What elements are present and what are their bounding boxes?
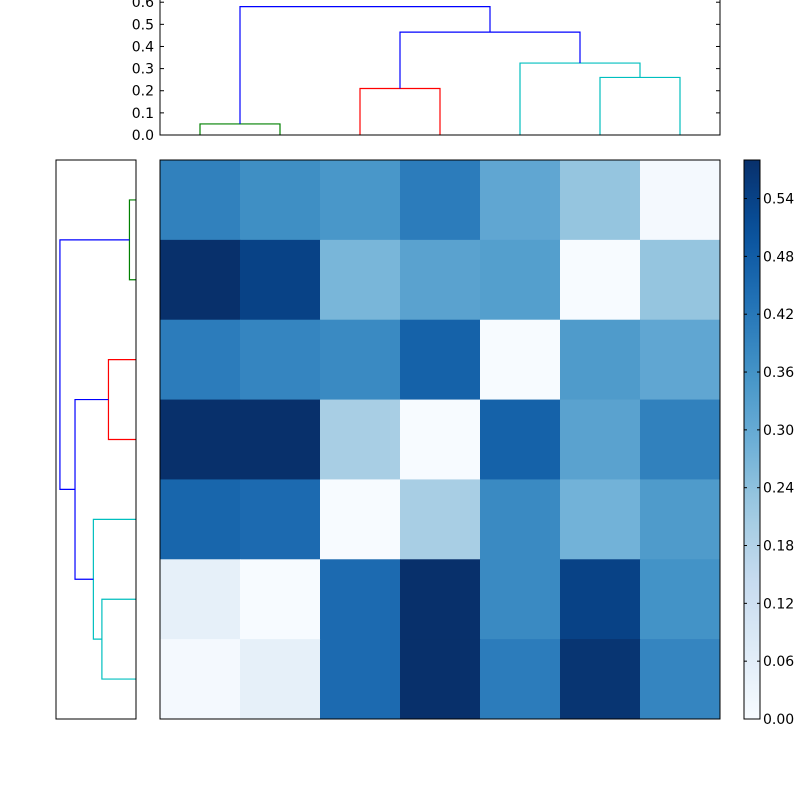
colorbar-tick-label: 0.24 xyxy=(763,481,794,497)
heatmap-cell xyxy=(240,399,321,480)
colorbar-tick-label: 0.30 xyxy=(763,423,794,439)
left-dendrogram-link xyxy=(59,239,130,491)
heatmap-cell xyxy=(160,399,241,480)
colorbar-tick-label: 0.12 xyxy=(763,596,794,612)
heatmap-cell xyxy=(400,239,481,321)
heatmap-cell xyxy=(320,559,401,640)
heatmap-cell xyxy=(480,239,561,321)
colorbar-tick-label: 0.18 xyxy=(763,539,794,555)
heatmap-cell xyxy=(640,239,721,321)
heatmap-cell xyxy=(640,479,721,560)
colorbar-frame xyxy=(743,159,761,720)
heatmap-cell xyxy=(400,399,481,480)
left-dendrogram-link xyxy=(128,199,136,281)
heatmap-cell xyxy=(240,559,321,640)
left-dendrogram-link xyxy=(92,518,136,640)
top-dendrogram-ytick-label: 0.3 xyxy=(132,62,154,78)
colorbar: 0.00 0.06 0.12 0.18 0.24 0.30 0.36 0.42 0.48 0.54 xyxy=(743,159,794,728)
heatmap-cell xyxy=(480,559,561,640)
heatmap-cell xyxy=(560,239,641,321)
heatmap-cell xyxy=(320,399,401,480)
heatmap-cell xyxy=(320,479,401,560)
heatmap-cell xyxy=(160,639,241,720)
heatmap-cell xyxy=(160,559,241,640)
heatmap-cell xyxy=(240,319,321,401)
heatmap-cell xyxy=(400,559,481,640)
heatmap-cell xyxy=(640,559,721,640)
left-dendrogram xyxy=(55,159,137,720)
top-dendrogram-ytick-label: 0.0 xyxy=(132,128,154,144)
colorbar-tick-label: 0.06 xyxy=(763,654,794,670)
heatmap-cell xyxy=(640,639,721,720)
top-dendrogram-ytick-label: 0.4 xyxy=(132,39,154,55)
heatmap-cell xyxy=(480,319,561,401)
heatmap-cell xyxy=(160,479,241,560)
top-dendrogram-link xyxy=(199,123,281,135)
top-dendrogram-frame xyxy=(159,0,721,136)
heatmap-cell xyxy=(560,319,641,401)
left-dendrogram-link xyxy=(107,359,136,441)
heatmap-cell xyxy=(240,160,321,241)
heatmap-cell xyxy=(560,639,641,720)
heatmap xyxy=(159,159,721,720)
top-dendrogram-ytick-label: 0.1 xyxy=(132,106,154,122)
heatmap-cell xyxy=(640,160,721,241)
left-dendrogram-link xyxy=(101,598,136,680)
heatmap-cell xyxy=(320,160,401,241)
colorbar-tick-label: 0.42 xyxy=(763,307,794,323)
heatmap-cell xyxy=(160,239,241,321)
colorbar-tick-label: 0.00 xyxy=(763,712,794,728)
top-dendrogram-link xyxy=(519,62,641,135)
heatmap-frame xyxy=(159,159,721,720)
heatmap-cell xyxy=(400,160,481,241)
heatmap-cell xyxy=(320,639,401,720)
heatmap-cell xyxy=(480,639,561,720)
top-dendrogram-link xyxy=(359,87,441,135)
top-dendrogram-ytick-label: 0.2 xyxy=(132,84,154,100)
top-dendrogram-link xyxy=(599,76,681,135)
top-dendrogram-ytick-label: 0.5 xyxy=(132,17,154,33)
heatmap-cell xyxy=(240,239,321,321)
top-dendrogram-link xyxy=(399,31,581,89)
heatmap-cell xyxy=(400,319,481,401)
left-dendrogram-link xyxy=(74,398,109,580)
heatmap-cell xyxy=(320,319,401,401)
top-dendrogram: 0.0 0.1 0.2 0.3 0.4 0.5 0.6 xyxy=(132,0,721,144)
heatmap-cell xyxy=(160,160,241,241)
heatmap-cell xyxy=(640,319,721,401)
heatmap-cell xyxy=(640,399,721,480)
colorbar-tick-label: 0.54 xyxy=(763,192,794,208)
top-dendrogram-ytick-label: 0.6 xyxy=(132,0,154,11)
heatmap-cell xyxy=(560,479,641,560)
heatmap-cell xyxy=(400,479,481,560)
heatmap-cell xyxy=(160,319,241,401)
colorbar-gradient xyxy=(744,160,760,719)
heatmap-cell xyxy=(240,639,321,720)
heatmap-cell xyxy=(480,479,561,560)
heatmap-cell xyxy=(480,399,561,480)
heatmap-cell xyxy=(240,479,321,560)
heatmap-cell xyxy=(480,160,561,241)
colorbar-tick-label: 0.48 xyxy=(763,249,794,265)
left-dendrogram-frame xyxy=(55,159,137,720)
top-dendrogram-link xyxy=(239,6,491,124)
heatmap-cell xyxy=(560,160,641,241)
heatmap-cell xyxy=(560,559,641,640)
heatmap-cell xyxy=(320,239,401,321)
colorbar-tick-label: 0.36 xyxy=(763,365,794,381)
heatmap-cell xyxy=(560,399,641,480)
heatmap-cell xyxy=(400,639,481,720)
